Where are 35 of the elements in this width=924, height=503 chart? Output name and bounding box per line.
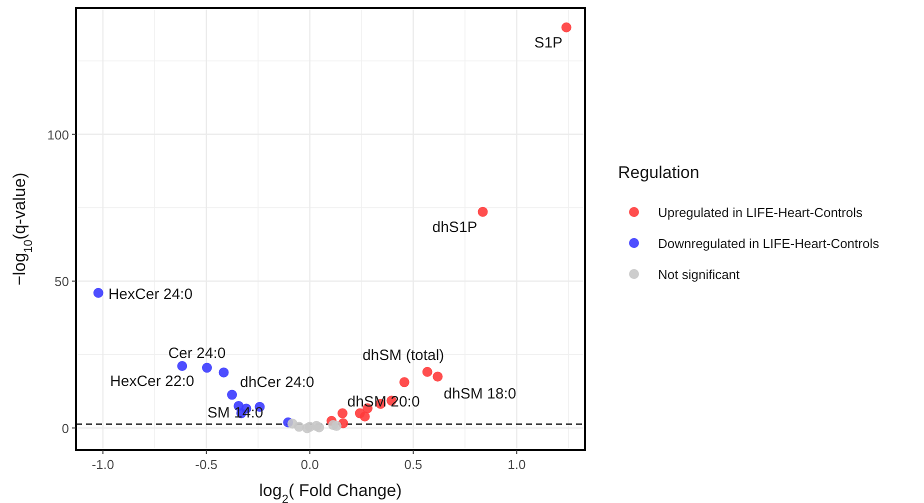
x-tick-label: 1.0 (508, 457, 526, 472)
legend-title: Regulation (618, 163, 700, 182)
annotation: HexCer 24:0 (108, 286, 193, 303)
x-tick-label: -0.5 (195, 457, 218, 472)
legend-label: Upregulated in LIFE-Heart-Controls (658, 205, 863, 220)
y-tick-label: 0 (62, 420, 69, 436)
point (360, 412, 370, 422)
y-tick-label: 50 (54, 274, 69, 290)
annotation: dhSM 18:0 (444, 386, 516, 403)
annotation: S1P (534, 34, 563, 52)
point (338, 408, 348, 418)
x-axis-title: log$_{2}$( Fold Change) (259, 481, 402, 503)
point (314, 422, 324, 432)
x-tick-label: -1.0 (92, 457, 114, 472)
x-tick-label: 0.5 (404, 457, 422, 472)
x-tick-label: 0.0 (300, 457, 319, 472)
annotation: dhSM (total) (362, 346, 444, 364)
point (478, 206, 488, 217)
annotation: dhCer 24:0 (240, 374, 314, 391)
point (218, 367, 229, 378)
point (561, 22, 572, 32)
legend-label: Downregulated in LIFE-Heart-Controls (658, 236, 880, 251)
point (332, 420, 342, 431)
annotation: HexCer 22:0 (110, 373, 194, 390)
point (177, 361, 188, 372)
point (227, 390, 238, 400)
point (399, 377, 410, 388)
y-tick-label: 100 (47, 127, 69, 142)
annotation: dhS1P (432, 218, 478, 236)
point (202, 362, 212, 373)
legend-label: Not significant (658, 267, 740, 282)
point (422, 366, 432, 377)
annotation: Cer 24:0 (168, 344, 226, 362)
point (93, 288, 104, 298)
point (432, 372, 443, 382)
